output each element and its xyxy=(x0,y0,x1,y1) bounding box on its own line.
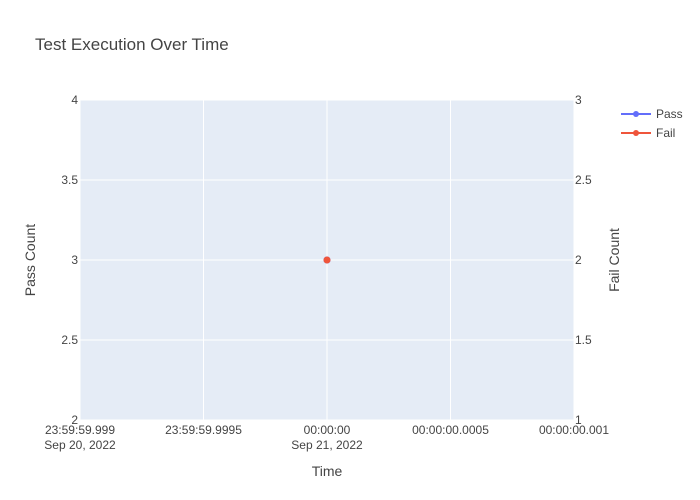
data-point-fail xyxy=(323,256,331,264)
y2-tick-label: 1.5 xyxy=(575,333,592,347)
y-tick-label: 4 xyxy=(71,93,78,107)
legend-marker-pass xyxy=(633,111,639,117)
y2-axis-title: Fail Count xyxy=(606,228,622,292)
y2-tick-label: 1 xyxy=(575,413,582,427)
x-tick-label: 23:59:59.999 xyxy=(45,423,115,437)
x-tick-label: 00:00:00.001 xyxy=(539,423,609,437)
x-tick-label: 23:59:59.9995 xyxy=(165,423,242,437)
legend-marker-fail xyxy=(633,130,639,136)
y2-axis-ticks: 1 1.5 2 2.5 3 xyxy=(575,93,592,427)
x-axis-title: Time xyxy=(312,463,343,479)
y-axis-title: Pass Count xyxy=(22,224,38,296)
y2-tick-label: 2 xyxy=(575,253,582,267)
y2-tick-label: 3 xyxy=(575,93,582,107)
legend: Pass Fail xyxy=(621,107,683,140)
x-tick-label: 00:00:00 xyxy=(304,423,351,437)
chart-title: Test Execution Over Time xyxy=(35,35,229,54)
legend-label-fail: Fail xyxy=(656,126,675,140)
y2-tick-label: 2.5 xyxy=(575,173,592,187)
x-tick-date-label: Sep 21, 2022 xyxy=(291,438,363,452)
legend-label-pass: Pass xyxy=(656,107,683,121)
y-tick-label: 3.5 xyxy=(61,173,78,187)
y-tick-label: 2 xyxy=(71,413,78,427)
x-tick-label: 00:00:00.0005 xyxy=(412,423,489,437)
y-tick-label: 2.5 xyxy=(61,333,78,347)
data-marks xyxy=(323,256,331,264)
y-axis-ticks: 2 2.5 3 3.5 4 xyxy=(61,93,78,427)
x-tick-date-label: Sep 20, 2022 xyxy=(44,438,116,452)
y-tick-label: 3 xyxy=(71,253,78,267)
